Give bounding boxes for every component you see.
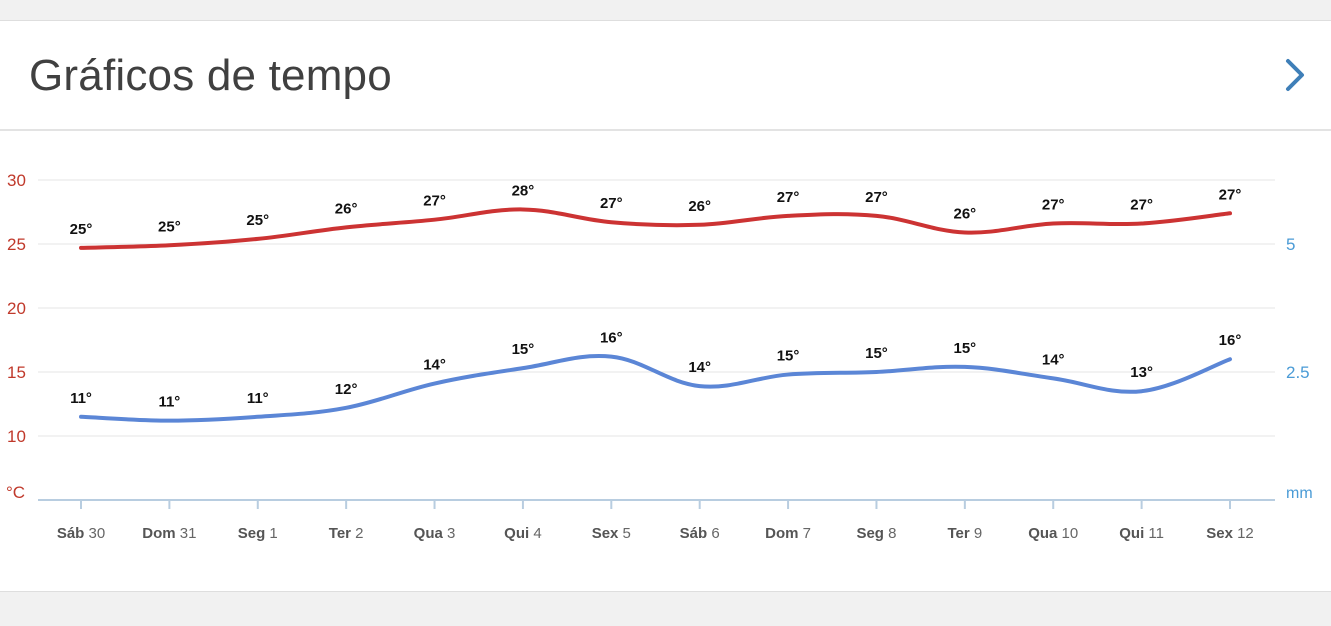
x-tick-label: Ter 2 xyxy=(329,525,364,542)
x-tick-label: Qua 10 xyxy=(1028,525,1078,542)
x-tick-label: Qui 11 xyxy=(1119,525,1164,542)
y-right-unit-label: mm xyxy=(1286,485,1313,502)
x-tick-date: 12 xyxy=(1233,525,1254,542)
y-left-tick-label: 25 xyxy=(7,235,26,254)
x-tick-day: Sáb xyxy=(680,525,708,542)
data-label-min: 14° xyxy=(423,357,446,374)
x-tick-date: 2 xyxy=(351,525,364,542)
x-tick-date: 10 xyxy=(1057,525,1078,542)
data-label-max: 27° xyxy=(1042,197,1065,214)
x-tick-date: 5 xyxy=(618,525,631,542)
y-right-tick-label: 5 xyxy=(1286,235,1295,254)
data-label-min: 14° xyxy=(688,359,711,376)
x-tick-date: 8 xyxy=(884,525,897,542)
data-label-min: 15° xyxy=(512,341,535,358)
data-label-min: 15° xyxy=(777,348,800,365)
x-tick-label: Seg 8 xyxy=(856,525,896,542)
x-tick-day: Sex xyxy=(592,525,619,542)
x-tick-day: Ter xyxy=(329,525,351,542)
x-tick-label: Dom 31 xyxy=(142,525,196,542)
x-tick-label: Qua 3 xyxy=(414,525,456,542)
x-tick-day: Seg xyxy=(238,525,266,542)
x-tick-label: Qui 4 xyxy=(504,525,542,542)
y-left-tick-label: 20 xyxy=(7,299,26,318)
x-tick-date: 31 xyxy=(176,525,197,542)
data-label-max: 27° xyxy=(600,195,623,212)
x-tick-day: Ter xyxy=(947,525,969,542)
x-tick-label: Ter 9 xyxy=(947,525,982,542)
data-label-min: 13° xyxy=(1130,364,1153,381)
y-left-unit-label: °C xyxy=(6,483,25,502)
data-label-max: 26° xyxy=(335,200,358,217)
x-tick-label: Seg 1 xyxy=(238,525,278,542)
data-label-max: 28° xyxy=(512,182,535,199)
data-label-min: 12° xyxy=(335,381,358,398)
x-tick-label: Sáb 30 xyxy=(57,525,105,542)
data-label-min: 16° xyxy=(1219,332,1242,349)
data-label-max: 27° xyxy=(777,189,800,206)
data-label-max: 25° xyxy=(158,218,181,235)
x-tick-label: Sáb 6 xyxy=(680,525,720,542)
data-label-min: 11° xyxy=(247,390,269,407)
x-tick-date: 4 xyxy=(529,525,542,542)
x-tick-day: Dom xyxy=(142,525,175,542)
data-label-min: 11° xyxy=(70,390,92,407)
data-label-min: 15° xyxy=(865,345,888,362)
x-tick-day: Qui xyxy=(504,525,529,542)
x-tick-date: 7 xyxy=(798,525,811,542)
y-left-tick-label: 10 xyxy=(7,427,26,446)
x-tick-date: 9 xyxy=(970,525,983,542)
x-tick-day: Qui xyxy=(1119,525,1144,542)
y-left-tick-label: 30 xyxy=(7,171,26,190)
x-tick-day: Qua xyxy=(1028,525,1058,542)
x-tick-date: 6 xyxy=(707,525,720,542)
x-tick-day: Dom xyxy=(765,525,798,542)
data-label-max: 25° xyxy=(70,221,93,238)
data-label-max: 27° xyxy=(1219,186,1242,203)
data-label-max: 27° xyxy=(423,193,446,210)
data-label-min: 15° xyxy=(954,340,977,357)
x-tick-day: Sex xyxy=(1206,525,1233,542)
data-label-max: 26° xyxy=(954,205,977,222)
data-label-min: 16° xyxy=(600,330,623,347)
data-label-max: 27° xyxy=(865,189,888,206)
x-tick-date: 11 xyxy=(1144,525,1164,542)
data-label-min: 14° xyxy=(1042,351,1065,368)
x-tick-date: 30 xyxy=(84,525,105,542)
y-left-tick-label: 15 xyxy=(7,363,26,382)
data-label-max: 25° xyxy=(246,212,269,229)
x-tick-date: 1 xyxy=(265,525,278,542)
x-tick-label: Sex 5 xyxy=(592,525,631,542)
data-label-max: 26° xyxy=(688,198,711,215)
data-label-max: 27° xyxy=(1130,197,1153,214)
y-right-tick-label: 2.5 xyxy=(1286,363,1310,382)
x-tick-date: 3 xyxy=(443,525,456,542)
x-tick-day: Sáb xyxy=(57,525,85,542)
x-tick-label: Sex 12 xyxy=(1206,525,1254,542)
x-tick-day: Seg xyxy=(856,525,884,542)
x-tick-label: Dom 7 xyxy=(765,525,811,542)
x-tick-day: Qua xyxy=(414,525,444,542)
data-label-min: 11° xyxy=(158,394,180,411)
